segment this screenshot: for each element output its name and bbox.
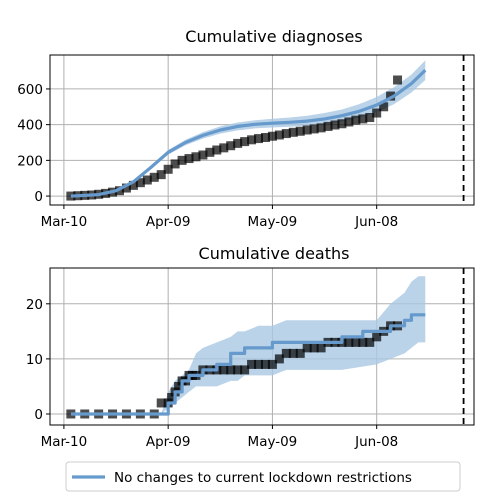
observed-point bbox=[295, 348, 305, 358]
observed-point bbox=[358, 337, 368, 347]
observed-point bbox=[254, 134, 264, 144]
legend-box bbox=[65, 461, 461, 492]
observed-point bbox=[379, 102, 389, 112]
observed-point bbox=[309, 124, 319, 134]
observed-point bbox=[177, 155, 187, 165]
x-tick-label: Mar-10 bbox=[41, 214, 88, 230]
observed-point bbox=[66, 191, 76, 201]
plot-area bbox=[66, 60, 427, 201]
observed-point bbox=[260, 359, 270, 369]
observed-point bbox=[344, 117, 354, 127]
observed-point bbox=[247, 359, 257, 369]
observed-point bbox=[226, 365, 236, 375]
observed-point bbox=[240, 137, 250, 147]
axes-frame bbox=[49, 267, 475, 426]
observed-point bbox=[260, 133, 270, 142]
x-tick-label: Apr-09 bbox=[146, 434, 191, 450]
y-tick-label: 200 bbox=[17, 153, 43, 169]
observed-point bbox=[170, 159, 180, 169]
observed-point bbox=[267, 359, 277, 369]
observed-point bbox=[295, 126, 305, 136]
x-tick-label: May-09 bbox=[248, 214, 298, 230]
observed-point bbox=[365, 337, 375, 347]
observed-point bbox=[174, 381, 184, 391]
observed-point bbox=[288, 127, 298, 137]
observed-point bbox=[281, 348, 291, 358]
observed-point bbox=[184, 154, 194, 164]
observed-point bbox=[142, 175, 152, 185]
observed-point bbox=[351, 337, 361, 347]
x-tick-label: Jun-08 bbox=[354, 434, 398, 450]
observed-point bbox=[372, 108, 382, 118]
observed-point bbox=[149, 172, 159, 182]
observed-point bbox=[247, 135, 257, 145]
observed-point bbox=[163, 164, 173, 174]
observed-point bbox=[115, 186, 125, 196]
observed-point bbox=[233, 365, 243, 375]
observed-point bbox=[198, 150, 208, 160]
x-tick-label: Jun-08 bbox=[354, 214, 398, 230]
y-tick-label: 10 bbox=[26, 352, 43, 368]
observed-point bbox=[128, 180, 138, 190]
y-tick-label: 20 bbox=[26, 297, 43, 313]
observed-point bbox=[330, 120, 340, 130]
uncertainty-band bbox=[70, 60, 426, 198]
observed-point bbox=[226, 141, 236, 151]
legend-label: No changes to current lockdown restricti… bbox=[114, 470, 412, 486]
observed-point bbox=[219, 143, 229, 153]
observed-point bbox=[344, 337, 354, 347]
observed-point bbox=[233, 138, 243, 148]
observed-point bbox=[212, 145, 222, 155]
observed-point bbox=[351, 115, 361, 125]
panel-title: Cumulative deaths bbox=[199, 244, 350, 263]
observed-point bbox=[167, 392, 177, 402]
observed-point bbox=[358, 114, 368, 124]
y-tick-label: 400 bbox=[17, 118, 43, 134]
observed-point bbox=[274, 354, 284, 364]
y-tick-label: 0 bbox=[34, 407, 43, 423]
observed-point bbox=[386, 91, 396, 101]
observed-point bbox=[302, 125, 312, 135]
axes-frame bbox=[49, 54, 475, 206]
uncertainty-band bbox=[70, 276, 426, 414]
observed-point bbox=[267, 131, 277, 141]
observed-point bbox=[288, 348, 298, 358]
observed-point bbox=[156, 170, 166, 180]
observed-point bbox=[309, 343, 319, 353]
y-tick-label: 0 bbox=[34, 189, 43, 205]
deaths-panel: Cumulative deaths Mar-10 Apr-09 May-09 Jun-0… bbox=[26, 244, 475, 450]
observed-point bbox=[337, 119, 347, 129]
observed-point bbox=[372, 332, 382, 342]
observed-point bbox=[323, 121, 333, 131]
observed-point bbox=[393, 75, 403, 85]
x-tick-label: May-09 bbox=[248, 434, 298, 450]
model-mean-line bbox=[70, 313, 426, 416]
observed-point bbox=[281, 129, 291, 139]
model-mean-line bbox=[70, 69, 427, 198]
plot-area bbox=[66, 276, 426, 419]
observed-point bbox=[66, 409, 76, 419]
observed-point bbox=[316, 343, 326, 353]
panel-title: Cumulative diagnoses bbox=[185, 27, 362, 46]
observed-point bbox=[365, 113, 375, 122]
legend: No changes to current lockdown restricti… bbox=[65, 461, 461, 492]
observed-point bbox=[121, 183, 131, 193]
x-tick-label: Mar-10 bbox=[41, 434, 88, 450]
observed-point bbox=[274, 130, 284, 140]
x-tick-label: Apr-09 bbox=[146, 214, 191, 230]
diagnoses-panel: Cumulative diagnoses Mar-10 Apr-09 May-09 Ju… bbox=[17, 27, 475, 230]
observed-point bbox=[316, 123, 326, 133]
observed-point bbox=[135, 178, 145, 188]
y-tick-label: 600 bbox=[17, 82, 43, 98]
observed-point bbox=[254, 359, 264, 369]
observed-point bbox=[191, 152, 201, 162]
observed-point bbox=[156, 398, 166, 408]
observed-point bbox=[240, 365, 250, 375]
observed-point bbox=[205, 147, 215, 157]
observed-point bbox=[302, 343, 312, 353]
observed-point bbox=[219, 365, 229, 375]
